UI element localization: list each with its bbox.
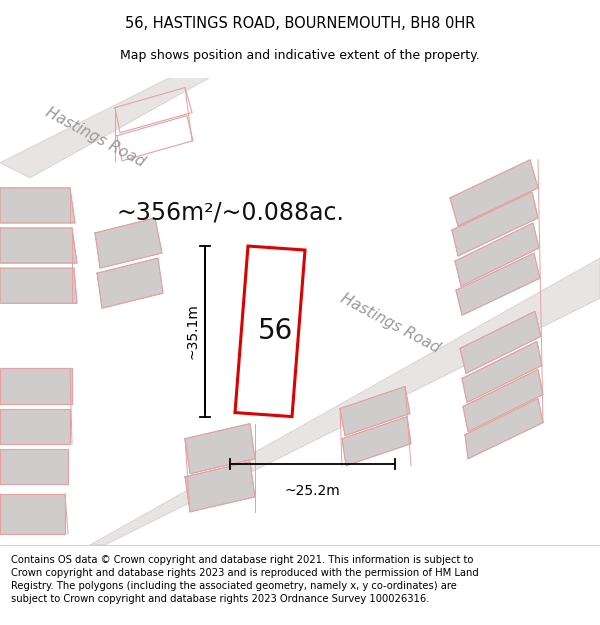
Polygon shape — [340, 386, 410, 436]
Polygon shape — [235, 246, 305, 417]
Polygon shape — [90, 258, 600, 545]
Polygon shape — [342, 417, 411, 466]
Polygon shape — [463, 369, 543, 432]
Polygon shape — [0, 188, 75, 223]
Polygon shape — [0, 494, 65, 534]
Polygon shape — [456, 253, 540, 315]
Text: 56, HASTINGS ROAD, BOURNEMOUTH, BH8 0HR: 56, HASTINGS ROAD, BOURNEMOUTH, BH8 0HR — [125, 16, 475, 31]
Polygon shape — [0, 449, 68, 484]
Text: Hastings Road: Hastings Road — [338, 291, 442, 356]
Text: Hastings Road: Hastings Road — [43, 105, 147, 170]
Text: Contains OS data © Crown copyright and database right 2021. This information is : Contains OS data © Crown copyright and d… — [11, 554, 479, 604]
Polygon shape — [0, 268, 77, 303]
Polygon shape — [455, 223, 539, 286]
Polygon shape — [450, 160, 538, 226]
Polygon shape — [0, 228, 77, 263]
Text: 56: 56 — [257, 318, 293, 346]
Polygon shape — [0, 409, 70, 444]
Polygon shape — [185, 462, 255, 512]
Polygon shape — [462, 341, 542, 402]
Polygon shape — [185, 424, 255, 474]
Text: ~25.2m: ~25.2m — [284, 484, 340, 498]
Polygon shape — [97, 258, 163, 308]
Polygon shape — [460, 311, 541, 374]
Text: Map shows position and indicative extent of the property.: Map shows position and indicative extent… — [120, 49, 480, 62]
Polygon shape — [0, 78, 210, 178]
Polygon shape — [465, 399, 543, 459]
Polygon shape — [95, 218, 162, 268]
Text: ~35.1m: ~35.1m — [186, 303, 200, 359]
Polygon shape — [0, 368, 72, 404]
Polygon shape — [452, 192, 538, 256]
Text: ~356m²/~0.088ac.: ~356m²/~0.088ac. — [116, 201, 344, 225]
